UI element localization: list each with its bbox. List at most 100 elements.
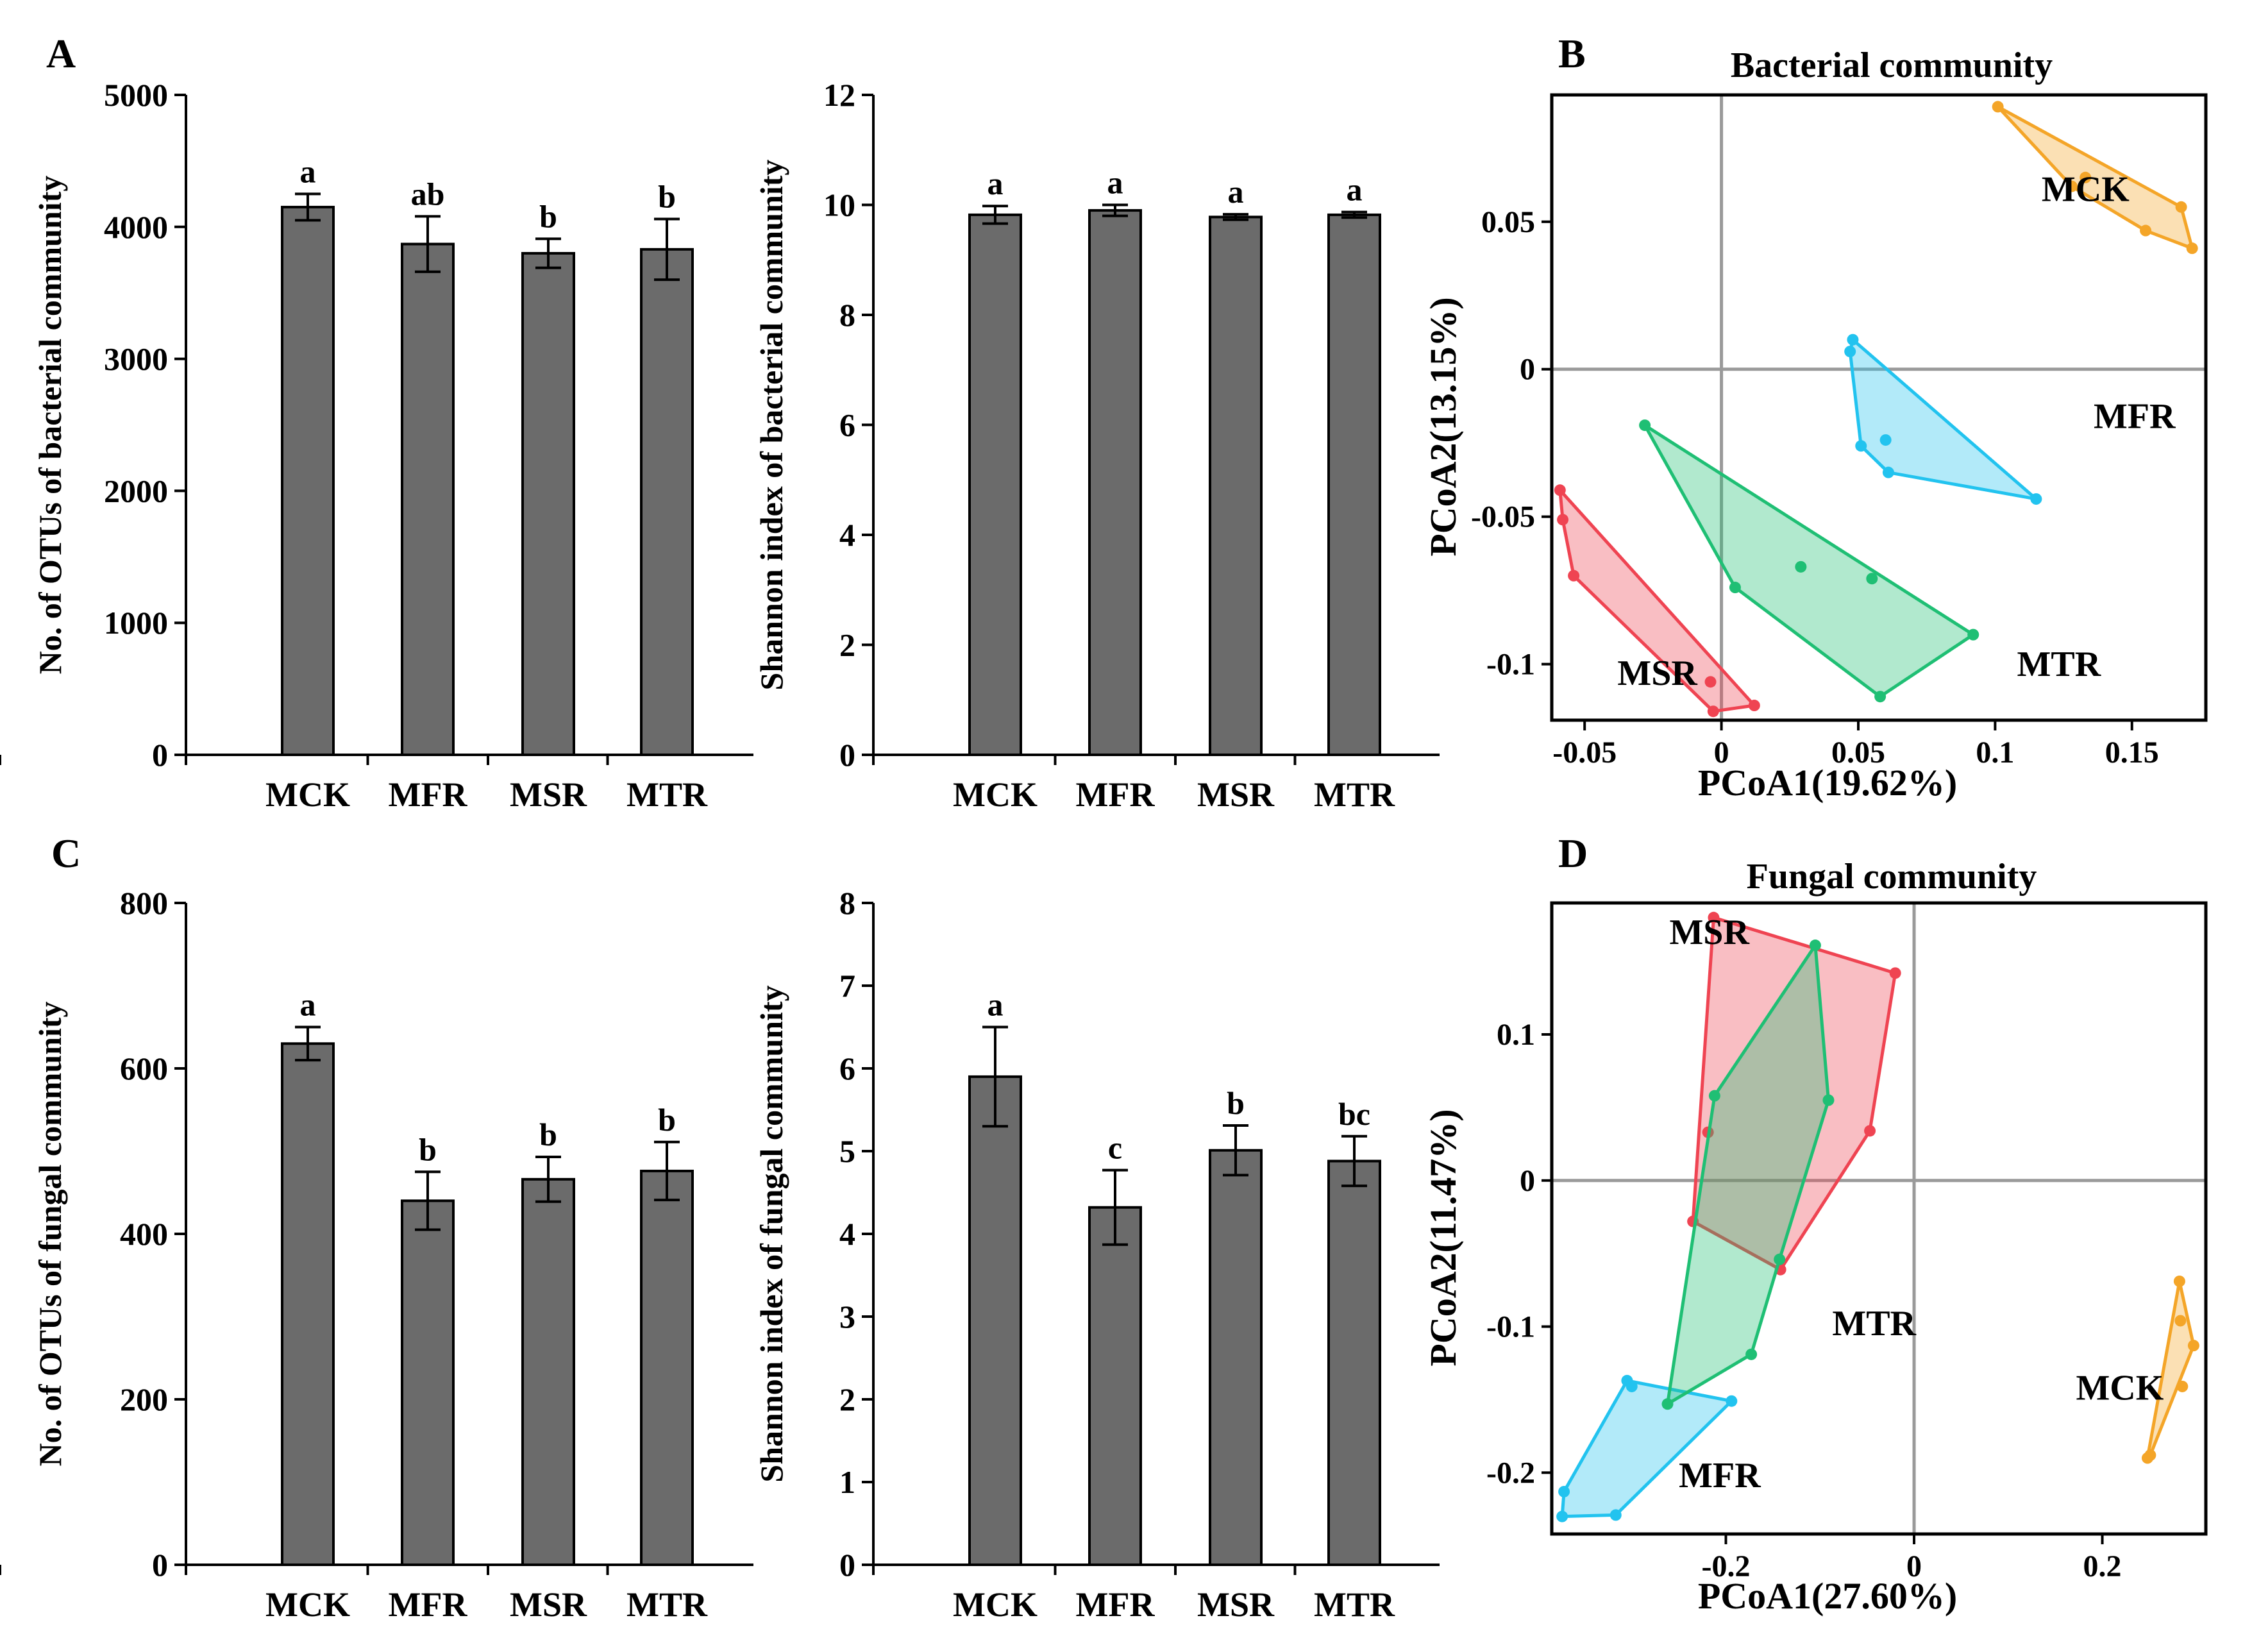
y-tick-label: 4	[839, 1216, 855, 1252]
y-tick-label: 0	[1520, 1164, 1535, 1198]
point-mck	[2173, 1275, 2185, 1287]
x-tick-label: MCK	[265, 1585, 350, 1624]
bar-mfr	[401, 242, 455, 756]
bar-mfr	[1088, 209, 1142, 756]
y-tick-label: 6	[839, 407, 855, 443]
x-tick-label: 0.2	[2083, 1549, 2122, 1583]
point-mtr	[1708, 1090, 1720, 1102]
point-mtr	[1874, 691, 1886, 703]
point-mck	[2065, 180, 2078, 192]
y-tick-label: 600	[120, 1050, 168, 1086]
group-label-mfr: MFR	[2094, 397, 2176, 437]
plot-frame	[1550, 901, 2208, 1536]
y-tick-label: 0	[839, 737, 855, 773]
bar-msr	[521, 251, 575, 756]
group-label-mtr: MTR	[1832, 1304, 1916, 1344]
x-axis-label: PCoA1(19.62%)	[1698, 762, 1957, 804]
x-tick-label: MFR	[389, 1585, 468, 1624]
y-tick-label: -0.05	[1471, 500, 1535, 534]
point-msr	[1708, 911, 1720, 923]
bar-mck	[281, 205, 335, 756]
significance-letter: b	[658, 178, 676, 214]
y-axis-label: PCoA2(13.15%)	[1422, 297, 1464, 556]
point-msr	[1704, 676, 1717, 688]
y-tick-label: 1	[839, 1464, 855, 1500]
y-tick-label: 0	[1520, 353, 1535, 387]
x-tick-label: MCK	[265, 775, 350, 814]
x-tick-label: MCK	[953, 1585, 1038, 1624]
bar-mtr	[1327, 213, 1381, 756]
x-tick-label: 0.15	[2105, 736, 2159, 770]
significance-letter: a	[1107, 165, 1123, 201]
hull-mfr	[1848, 338, 2038, 501]
y-tick-label: 7	[839, 968, 855, 1004]
y-tick-label: -0.1	[1486, 648, 1535, 682]
point-mfr	[1879, 434, 1892, 446]
significance-letter: c	[1108, 1130, 1122, 1166]
hull-msr	[1691, 916, 1897, 1272]
y-tick-label: 8	[839, 297, 855, 333]
y-axis-label: No. of OTUs of bacterial community	[32, 176, 68, 675]
group-label-mck: MCK	[2042, 170, 2130, 210]
point-mtr	[1809, 940, 1821, 952]
point-mfr	[2030, 493, 2042, 505]
point-mfr	[1882, 466, 1894, 478]
point-mck	[2080, 171, 2092, 183]
group-label-mtr: MTR	[2017, 645, 2101, 684]
hull-mck	[1996, 105, 2194, 250]
plot-frame	[1550, 93, 2208, 722]
point-mfr	[1855, 440, 1867, 452]
y-tick-label: 200	[120, 1381, 168, 1417]
bar-mfr	[401, 1199, 455, 1566]
point-mck	[2176, 1380, 2189, 1392]
bar-msr	[521, 1177, 575, 1566]
panel-label: C	[51, 830, 81, 876]
significance-letter: b	[539, 198, 557, 234]
pcoa-plot-b: B Bacterial community MCK MFR MSR MTR -0.05 0 0.…	[1422, 31, 2208, 804]
point-mck	[2187, 1340, 2199, 1352]
significance-letter: b	[658, 1102, 676, 1138]
point-mfr	[1556, 1510, 1568, 1522]
y-tick-label: 4000	[104, 209, 168, 245]
x-tick-label: MFR	[1076, 775, 1155, 814]
pcoa-plot-d: D Fungal community MCK MFR MSR MTR -0.2 0 0.2 -0.…	[1422, 830, 2208, 1617]
x-axis-label: PCoA1(27.60%)	[1698, 1575, 1957, 1617]
point-mck	[2174, 1315, 2187, 1327]
x-tick-label: MTR	[1314, 775, 1395, 814]
point-msr	[1889, 967, 1901, 979]
y-axis-label: Shannon index of fungal community	[753, 985, 789, 1482]
bar-chart-a1: A 0 1000 2000 3000 4000 5000 No. of OTUs of bac…	[0, 31, 753, 814]
y-tick-label: 0	[839, 1547, 855, 1583]
x-tick-label: MTR	[626, 775, 708, 814]
panel-label: D	[1558, 830, 1588, 876]
y-tick-label: 10	[823, 187, 855, 223]
y-tick-label: 3000	[104, 341, 168, 377]
point-msr	[1554, 484, 1566, 496]
point-mtr	[1822, 1094, 1835, 1106]
bar-chart-a2: 0 2 4 6 8 10 12 Shannon index of bacterial comm…	[0, 77, 1440, 814]
x-tick-label: MSR	[1197, 1585, 1275, 1624]
point-msr	[1557, 514, 1569, 526]
y-tick-label: -0.2	[1486, 1456, 1535, 1490]
point-mck	[2142, 1452, 2154, 1464]
x-tick-label: 0.1	[1976, 736, 2014, 770]
point-mtr	[1729, 582, 1741, 594]
chart-title: Bacterial community	[1731, 46, 2053, 85]
bar-mfr	[1088, 1206, 1142, 1566]
significance-letter: b	[419, 1131, 437, 1167]
point-msr	[1568, 569, 1580, 582]
significance-letter: a	[1228, 174, 1244, 210]
bar-mck	[968, 213, 1022, 756]
point-mfr	[1558, 1485, 1570, 1497]
bar-mtr	[640, 248, 694, 756]
point-mfr	[1609, 1509, 1622, 1521]
y-tick-label: 4	[839, 517, 855, 553]
significance-letter: b	[539, 1117, 557, 1152]
group-label-mfr: MFR	[1679, 1456, 1761, 1496]
y-tick-label: 0.05	[1481, 205, 1535, 239]
y-tick-label: 0.1	[1497, 1018, 1535, 1052]
y-tick-label: 2	[839, 1381, 855, 1417]
y-tick-label: 0	[152, 737, 168, 773]
y-tick-label: 2	[839, 627, 855, 663]
bar-chart-c1: C 0 200 400 600 800 No. of OTUs of fungal comm…	[0, 830, 753, 1624]
